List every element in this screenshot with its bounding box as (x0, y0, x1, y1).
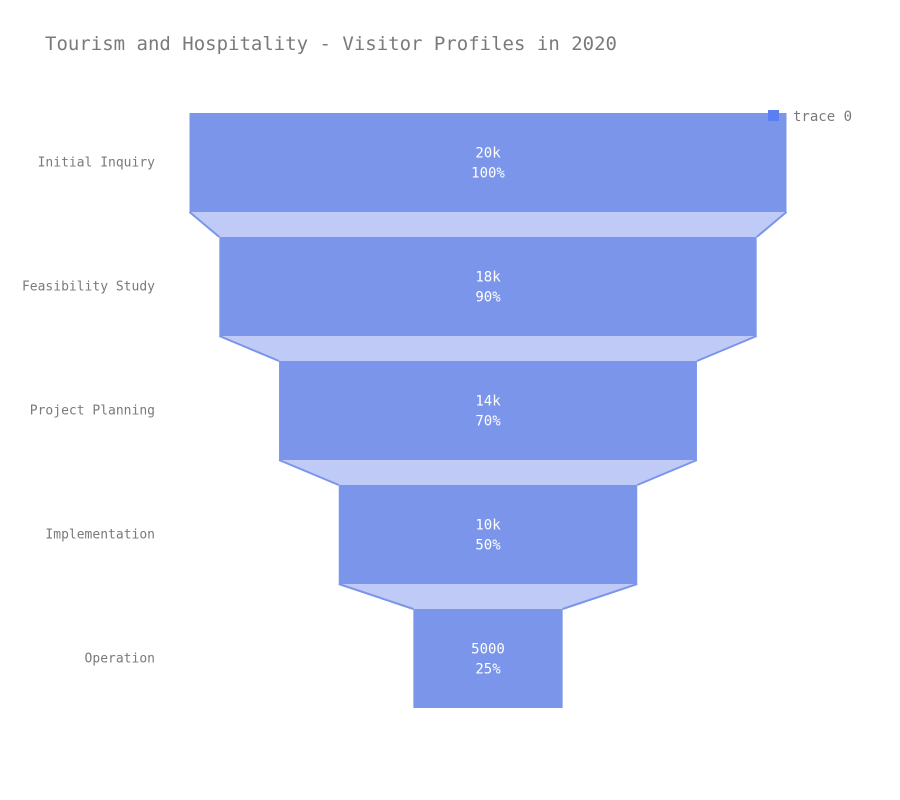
funnel-bar[interactable] (279, 361, 697, 460)
bar-value-label: 10k (475, 518, 501, 534)
connector-edge-right (562, 583, 638, 610)
funnel-bar[interactable] (413, 609, 563, 708)
bar-percent-label: 90% (475, 290, 501, 306)
funnel-connector (338, 584, 638, 609)
funnel-connectors (188, 211, 788, 610)
connector-edge-right (696, 335, 758, 362)
chart-title: Tourism and Hospitality - Visitor Profil… (45, 33, 617, 55)
stage-label: Implementation (45, 528, 155, 543)
bar-value-label: 14k (475, 394, 501, 410)
connector-edge-right (756, 211, 788, 238)
connector-edge-left (188, 211, 220, 238)
bar-percent-label: 50% (475, 538, 501, 554)
legend[interactable]: trace 0 (768, 109, 852, 125)
funnel-bar[interactable] (189, 113, 787, 212)
stage-label: Project Planning (30, 404, 155, 419)
stage-label: Feasibility Study (22, 280, 155, 295)
connector-edge-right (636, 459, 698, 486)
bar-percent-label: 100% (471, 166, 505, 182)
legend-label: trace 0 (793, 109, 852, 125)
stage-labels: Initial Inquiry Feasibility Study Project … (22, 156, 155, 667)
funnel-connector (219, 336, 757, 361)
stage-label: Operation (85, 652, 155, 667)
bar-value-label: 5000 (471, 642, 505, 658)
stage-label: Initial Inquiry (38, 156, 156, 171)
bar-value-label: 18k (475, 270, 501, 286)
funnel-bar[interactable] (219, 237, 757, 336)
bar-value-label: 20k (475, 146, 501, 162)
funnel-bars (189, 113, 787, 708)
value-labels: 20k 100% 18k 90% 14k 70% 10k 50% 5000 25% (471, 146, 505, 678)
funnel-connector (189, 212, 787, 237)
bar-percent-label: 70% (475, 414, 501, 430)
connector-edge-left (218, 335, 280, 362)
bar-percent-label: 25% (475, 662, 501, 678)
funnel-connector (279, 460, 697, 485)
connector-edge-left (338, 583, 414, 610)
funnel-bar[interactable] (338, 485, 638, 584)
legend-swatch (768, 110, 779, 121)
connector-edge-left (278, 459, 340, 486)
